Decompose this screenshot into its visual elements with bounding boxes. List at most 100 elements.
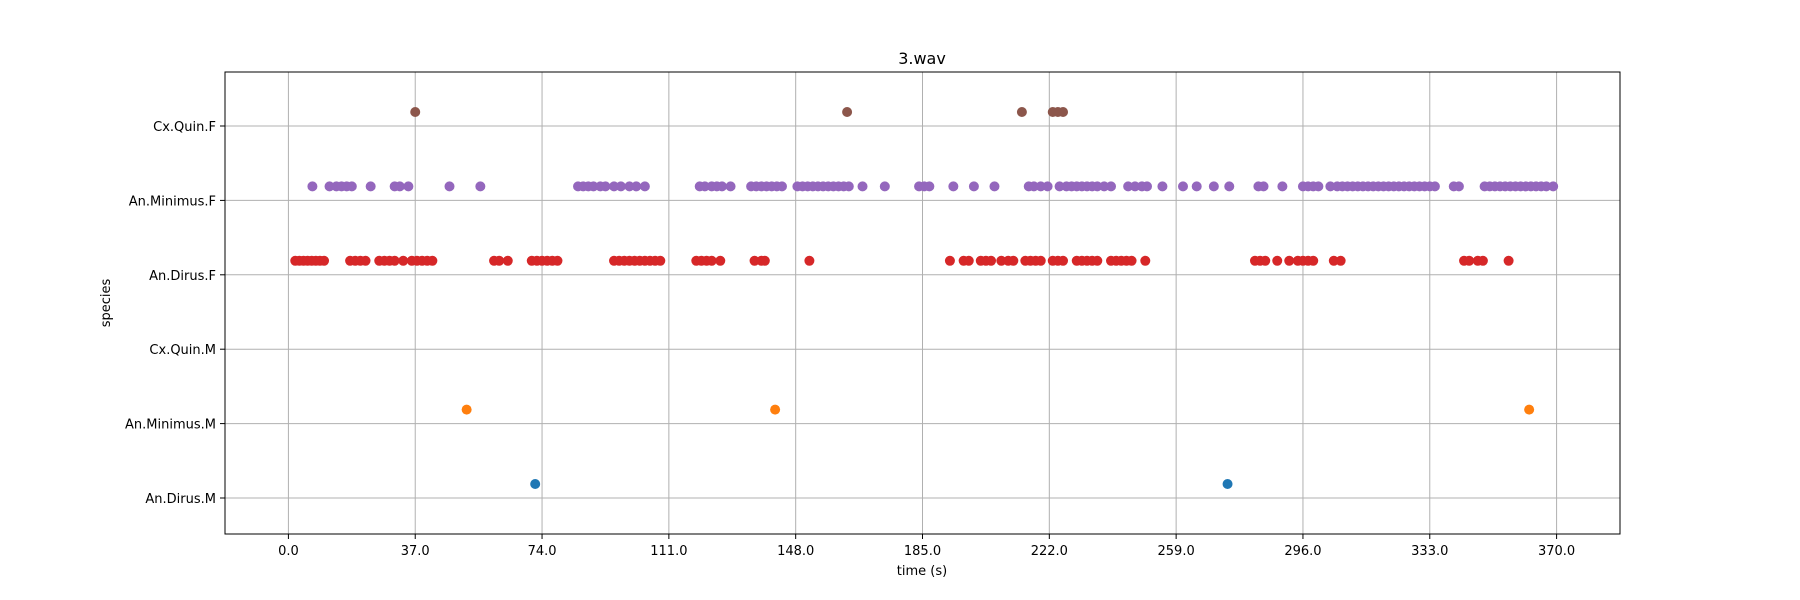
x-axis-label: time (s) bbox=[897, 564, 947, 579]
data-point bbox=[398, 255, 409, 266]
x-tick-label: 148.0 bbox=[777, 544, 814, 559]
data-point bbox=[1222, 479, 1233, 489]
data-point bbox=[1335, 255, 1346, 266]
data-point bbox=[857, 181, 868, 192]
data-point bbox=[609, 181, 620, 192]
data-point bbox=[1142, 181, 1153, 192]
data-point bbox=[410, 107, 421, 117]
data-point bbox=[1054, 181, 1065, 192]
data-point bbox=[715, 255, 726, 266]
data-point bbox=[1058, 255, 1069, 266]
data-point bbox=[639, 181, 650, 192]
data-point bbox=[530, 479, 541, 489]
data-point bbox=[319, 255, 330, 266]
data-point bbox=[1308, 255, 1319, 266]
data-point bbox=[588, 181, 599, 192]
x-tick-label: 333.0 bbox=[1411, 544, 1448, 559]
data-point bbox=[1140, 255, 1151, 266]
data-point bbox=[394, 181, 405, 192]
data-point bbox=[989, 181, 1000, 192]
y-axis-label: species bbox=[99, 279, 114, 328]
data-point bbox=[461, 404, 472, 415]
data-point bbox=[1157, 181, 1168, 192]
data-point bbox=[944, 255, 955, 266]
data-point bbox=[879, 181, 890, 192]
data-point bbox=[600, 181, 611, 192]
data-point bbox=[475, 181, 486, 192]
data-point bbox=[1524, 404, 1535, 415]
data-point bbox=[948, 181, 959, 192]
data-point bbox=[1028, 181, 1039, 192]
data-point bbox=[1464, 255, 1475, 266]
data-point bbox=[444, 181, 455, 192]
data-point bbox=[1224, 181, 1235, 192]
data-point bbox=[655, 255, 666, 266]
x-tick-label: 0.0 bbox=[278, 544, 299, 559]
data-point bbox=[1477, 255, 1488, 266]
data-point bbox=[996, 255, 1007, 266]
y-tick-label: An.Minimus.F bbox=[129, 194, 216, 209]
data-point bbox=[1130, 181, 1141, 192]
data-point bbox=[1453, 181, 1464, 192]
data-point bbox=[1008, 255, 1019, 266]
data-point bbox=[360, 255, 371, 266]
data-point bbox=[706, 255, 717, 266]
data-point bbox=[1429, 181, 1440, 192]
data-point bbox=[1328, 255, 1339, 266]
data-point bbox=[986, 255, 997, 266]
chart-title: 3.wav bbox=[898, 49, 946, 68]
data-point bbox=[1016, 107, 1027, 117]
data-point bbox=[804, 255, 815, 266]
data-point bbox=[494, 255, 505, 266]
data-point bbox=[1541, 181, 1552, 192]
data-point bbox=[776, 181, 787, 192]
data-point bbox=[624, 181, 635, 192]
data-point bbox=[1284, 255, 1295, 266]
y-axis: An.Dirus.M An.Minimus.M Cx.Quin.M An.Dirus.… bbox=[125, 120, 225, 507]
x-tick-label: 259.0 bbox=[1158, 544, 1195, 559]
x-axis: 0.0 37.0 74.0 111.0 148.0 185.0 222.0 259.0 296.… bbox=[278, 534, 1575, 559]
data-point bbox=[924, 181, 935, 192]
y-tick-label: An.Minimus.M bbox=[125, 418, 216, 433]
x-tick-label: 74.0 bbox=[528, 544, 557, 559]
x-tick-label: 37.0 bbox=[401, 544, 430, 559]
data-point bbox=[1260, 255, 1271, 266]
x-tick-label: 185.0 bbox=[904, 544, 941, 559]
data-point bbox=[770, 404, 781, 415]
data-point bbox=[842, 107, 853, 117]
data-point bbox=[307, 181, 318, 192]
data-point bbox=[552, 255, 563, 266]
data-point bbox=[403, 181, 414, 192]
data-point bbox=[1099, 181, 1110, 192]
data-point bbox=[749, 255, 760, 266]
data-point bbox=[1258, 181, 1269, 192]
data-point bbox=[1503, 255, 1514, 266]
data-point bbox=[615, 181, 626, 192]
data-points bbox=[290, 107, 1559, 489]
data-point bbox=[365, 181, 376, 192]
data-point bbox=[631, 181, 642, 192]
data-point bbox=[1325, 181, 1336, 192]
data-point bbox=[1313, 181, 1324, 192]
data-point bbox=[1208, 181, 1219, 192]
data-point bbox=[1126, 255, 1137, 266]
data-point bbox=[1092, 181, 1103, 192]
data-point bbox=[346, 181, 357, 192]
x-tick-label: 370.0 bbox=[1538, 544, 1575, 559]
data-point bbox=[1123, 181, 1134, 192]
data-point bbox=[1177, 181, 1188, 192]
x-tick-label: 296.0 bbox=[1284, 544, 1321, 559]
data-point bbox=[1035, 181, 1046, 192]
y-tick-label: Cx.Quin.F bbox=[153, 120, 216, 135]
data-point bbox=[725, 181, 736, 192]
data-point bbox=[1272, 255, 1283, 266]
data-point bbox=[1058, 107, 1069, 117]
data-point bbox=[1092, 255, 1103, 266]
data-point bbox=[324, 181, 335, 192]
y-tick-label: An.Dirus.M bbox=[145, 492, 216, 507]
x-tick-label: 222.0 bbox=[1031, 544, 1068, 559]
data-point bbox=[427, 255, 438, 266]
data-point bbox=[1277, 181, 1288, 192]
